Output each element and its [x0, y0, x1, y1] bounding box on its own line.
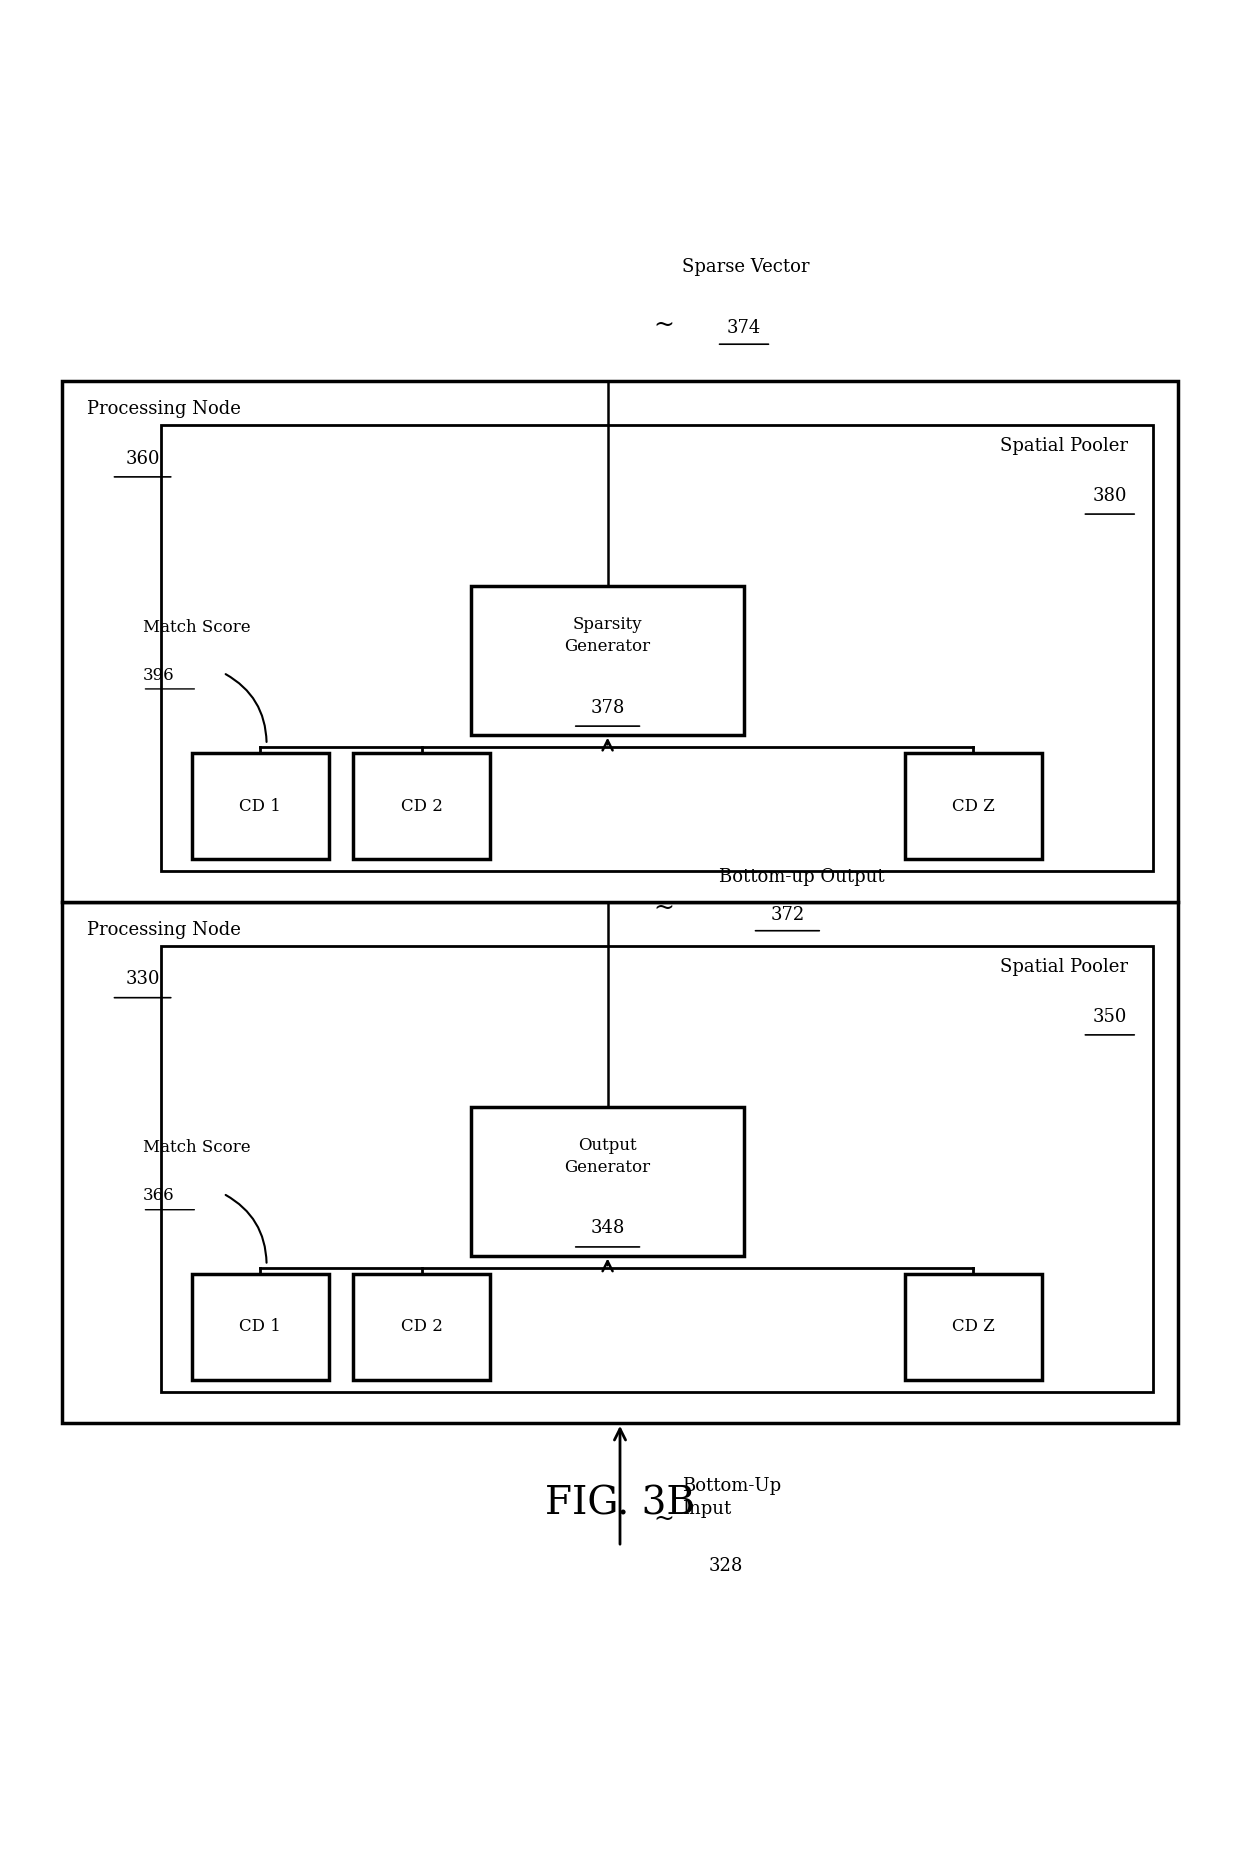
- Text: FIG. 3B: FIG. 3B: [546, 1485, 694, 1522]
- Text: Spatial Pooler: Spatial Pooler: [1001, 959, 1128, 975]
- FancyBboxPatch shape: [62, 903, 1178, 1424]
- Text: 372: 372: [770, 905, 805, 923]
- Text: Processing Node: Processing Node: [87, 921, 241, 938]
- Text: 330: 330: [125, 970, 160, 988]
- Text: Sparsity
Generator: Sparsity Generator: [564, 616, 651, 654]
- Text: Match Score: Match Score: [143, 1140, 250, 1157]
- FancyBboxPatch shape: [161, 946, 1153, 1392]
- Text: CD 2: CD 2: [401, 1318, 443, 1335]
- FancyBboxPatch shape: [471, 586, 744, 734]
- Text: Sparse Vector: Sparse Vector: [682, 258, 810, 276]
- Text: Bottom-Up
Input: Bottom-Up Input: [682, 1476, 781, 1518]
- Text: Bottom-up Output: Bottom-up Output: [719, 868, 885, 886]
- Text: ~: ~: [653, 1507, 673, 1531]
- Text: CD Z: CD Z: [952, 1318, 994, 1335]
- Text: CD Z: CD Z: [952, 797, 994, 814]
- FancyBboxPatch shape: [905, 753, 1042, 858]
- FancyBboxPatch shape: [62, 382, 1178, 903]
- Text: CD 1: CD 1: [239, 1318, 281, 1335]
- Text: Output
Generator: Output Generator: [564, 1137, 651, 1175]
- FancyBboxPatch shape: [192, 1274, 329, 1379]
- Text: 360: 360: [125, 451, 160, 467]
- Text: 366: 366: [143, 1187, 175, 1205]
- FancyBboxPatch shape: [905, 1274, 1042, 1379]
- FancyBboxPatch shape: [471, 1107, 744, 1255]
- Text: ~: ~: [653, 897, 673, 920]
- Text: 348: 348: [590, 1220, 625, 1237]
- Text: Processing Node: Processing Node: [87, 400, 241, 417]
- FancyBboxPatch shape: [161, 425, 1153, 871]
- Text: 378: 378: [590, 699, 625, 716]
- FancyBboxPatch shape: [192, 753, 329, 858]
- FancyBboxPatch shape: [353, 753, 490, 858]
- Text: 380: 380: [1092, 488, 1127, 504]
- Text: Match Score: Match Score: [143, 619, 250, 636]
- Text: CD 2: CD 2: [401, 797, 443, 814]
- Text: CD 1: CD 1: [239, 797, 281, 814]
- Text: ~: ~: [653, 313, 673, 337]
- Text: Spatial Pooler: Spatial Pooler: [1001, 438, 1128, 456]
- FancyBboxPatch shape: [353, 1274, 490, 1379]
- Text: 328: 328: [708, 1557, 743, 1574]
- Text: 396: 396: [143, 667, 175, 684]
- Text: 374: 374: [727, 319, 761, 337]
- Text: 350: 350: [1092, 1007, 1127, 1025]
